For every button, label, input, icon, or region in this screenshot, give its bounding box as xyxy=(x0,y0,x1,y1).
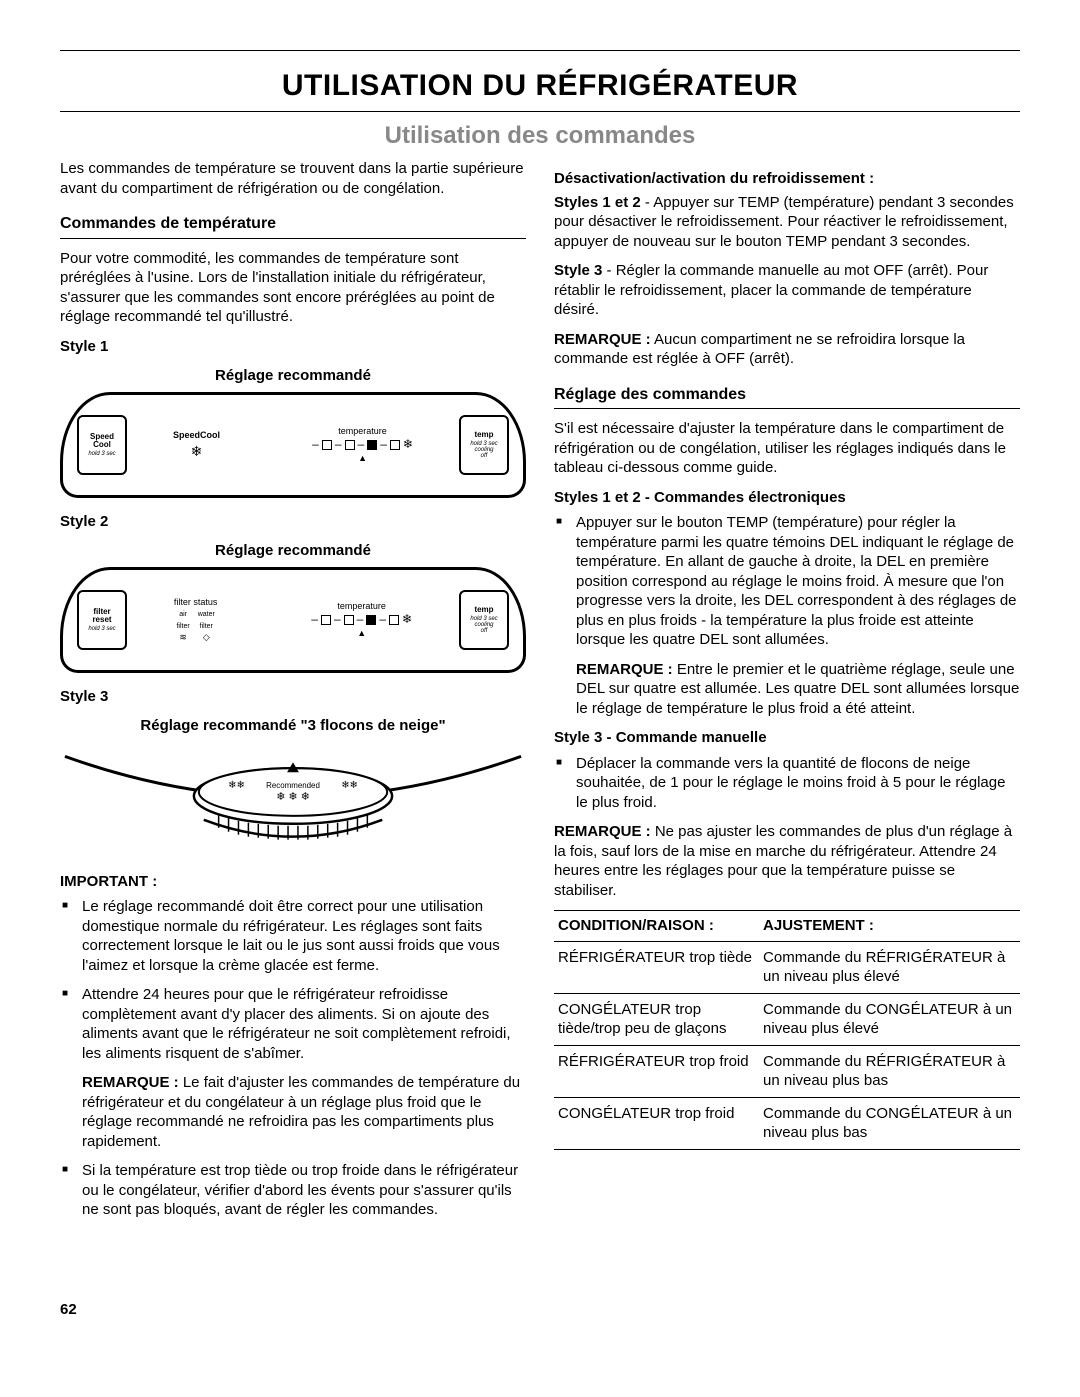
svg-text:❄❄: ❄❄ xyxy=(228,780,245,791)
arrow-icon: ▲ xyxy=(312,453,413,465)
table-row: CONGÉLATEUR trop tiède/trop peu de glaço… xyxy=(554,993,1020,1045)
deact-note-lead: REMARQUE : xyxy=(554,331,651,348)
panel1-mid: SpeedCool ❄ temperature ––––❄ ▲ xyxy=(127,426,459,465)
deact-p2: Style 3 - Régler la commande manuelle au… xyxy=(554,261,1020,320)
control-panel-style2: filter reset hold 3 sec filter status ai… xyxy=(60,567,526,673)
style1-caption: Réglage recommandé xyxy=(60,366,526,386)
temp-heading: Commandes de température xyxy=(60,208,526,239)
speedcool-indicator-label: SpeedCool xyxy=(173,430,220,442)
speedcool-label: Speed Cool xyxy=(90,433,114,449)
filter-status-label: filter status xyxy=(174,597,218,609)
manual-note-lead: REMARQUE : xyxy=(554,823,651,840)
deact-note: REMARQUE : Aucun compartiment ne se refr… xyxy=(554,330,1020,369)
temp2-indicator-label: temperature xyxy=(311,601,412,613)
table-cell: CONGÉLATEUR trop tiède/trop peu de glaço… xyxy=(554,993,759,1045)
style3-label: Style 3 xyxy=(60,687,526,707)
important-bullet-1: Le réglage recommandé doit être correct … xyxy=(82,897,526,975)
page-title: UTILISATION DU RÉFRIGÉRATEUR xyxy=(60,66,1020,105)
style3-caption: Réglage recommandé "3 flocons de neige" xyxy=(60,716,526,736)
table-cell: Commande du RÉFRIGÉRATEUR à un niveau pl… xyxy=(759,1045,1020,1097)
table-row: CONGÉLATEUR trop froidCommande du CONGÉL… xyxy=(554,1097,1020,1149)
style2-caption: Réglage recommandé xyxy=(60,541,526,561)
elec-bullet: Appuyer sur le bouton TEMP (température)… xyxy=(576,513,1020,718)
filter-reset-label: filter reset xyxy=(92,608,111,624)
manual-heading: Style 3 - Commande manuelle xyxy=(554,728,1020,748)
water-drop-icon: ◇ xyxy=(198,632,215,644)
intro-text: Les commandes de température se trouvent… xyxy=(60,159,526,198)
manual-bullets: Déplacer la commande vers la quantité de… xyxy=(554,754,1020,813)
page-number: 62 xyxy=(60,1300,1020,1320)
temp-btn-sub: hold 3 sec cooling off xyxy=(470,441,497,459)
snowflake-icon: ❄ xyxy=(173,442,220,460)
elec-bullets: Appuyer sur le bouton TEMP (température)… xyxy=(554,513,1020,718)
deact-p2-text: - Régler la commande manuelle au mot OFF… xyxy=(554,262,988,318)
deact-p1: Styles 1 et 2 - Appuyer sur TEMP (tempér… xyxy=(554,193,1020,252)
remarque-label: REMARQUE : xyxy=(82,1074,179,1091)
important-label: IMPORTANT : xyxy=(60,872,526,892)
svg-text:❄❄: ❄❄ xyxy=(341,780,358,791)
panel2-mid: filter status air filter≋ water filter◇ … xyxy=(127,597,459,644)
deact-heading: Désactivation/activation du refroidissem… xyxy=(554,169,1020,189)
control-panel-style1: Speed Cool hold 3 sec SpeedCool ❄ temper… xyxy=(60,392,526,498)
temp2-button: temp hold 3 sec cooling off xyxy=(459,590,509,650)
temp-btn-label: temp xyxy=(474,431,493,439)
air-filter-icon: ≋ xyxy=(176,632,189,644)
dial-figure: Recommended ❄ ❄ ❄ ❄❄ ❄❄ xyxy=(60,744,526,854)
temp-indicator-row: ––––❄ xyxy=(312,437,413,453)
water-filter-label: water filter xyxy=(198,611,215,630)
style1-label: Style 1 xyxy=(60,337,526,357)
temp2-btn-sub: hold 3 sec cooling off xyxy=(470,616,497,634)
left-column: Les commandes de température se trouvent… xyxy=(60,159,526,1230)
filter-reset-button: filter reset hold 3 sec xyxy=(77,590,127,650)
style2-label: Style 2 xyxy=(60,512,526,532)
reg-heading: Réglage des commandes xyxy=(554,379,1020,410)
filter-reset-sub: hold 3 sec xyxy=(88,626,115,632)
elec-note: REMARQUE : Entre le premier et le quatri… xyxy=(576,660,1020,719)
table-cell: RÉFRIGÉRATEUR trop froid xyxy=(554,1045,759,1097)
air-filter-label: air filter xyxy=(176,611,189,630)
temp-intro: Pour votre commodité, les commandes de t… xyxy=(60,249,526,327)
elec-note-lead: REMARQUE : xyxy=(576,661,673,678)
temp-button: temp hold 3 sec cooling off xyxy=(459,415,509,475)
elec-heading: Styles 1 et 2 - Commandes électroniques xyxy=(554,488,1020,508)
manual-bullet: Déplacer la commande vers la quantité de… xyxy=(576,754,1020,813)
important-bullet-2: Attendre 24 heures pour que le réfrigéra… xyxy=(82,985,526,1151)
table-cell: CONGÉLATEUR trop froid xyxy=(554,1097,759,1149)
adjustment-table: CONDITION/RAISON : AJUSTEMENT : RÉFRIGÉR… xyxy=(554,910,1020,1150)
table-row: RÉFRIGÉRATEUR trop tièdeCommande du RÉFR… xyxy=(554,941,1020,993)
temp2-indicator-row: ––––❄ xyxy=(311,612,412,628)
dial-recommended-label: Recommended xyxy=(266,781,320,790)
right-column: Désactivation/activation du refroidissem… xyxy=(554,159,1020,1230)
temp-indicator-label: temperature xyxy=(312,426,413,438)
elec-bullet-text: Appuyer sur le bouton TEMP (température)… xyxy=(576,514,1017,648)
table-header-condition: CONDITION/RAISON : xyxy=(554,911,759,942)
table-cell: Commande du CONGÉLATEUR à un niveau plus… xyxy=(759,993,1020,1045)
table-row: RÉFRIGÉRATEUR trop froidCommande du RÉFR… xyxy=(554,1045,1020,1097)
reg-intro: S'il est nécessaire d'ajuster la tempéra… xyxy=(554,419,1020,478)
table-cell: Commande du CONGÉLATEUR à un niveau plus… xyxy=(759,1097,1020,1149)
table-cell: RÉFRIGÉRATEUR trop tiède xyxy=(554,941,759,993)
svg-text:❄ ❄ ❄: ❄ ❄ ❄ xyxy=(276,791,309,803)
deact-p1-lead: Styles 1 et 2 xyxy=(554,194,641,211)
speedcool-sub: hold 3 sec xyxy=(88,451,115,457)
top-rule xyxy=(60,50,1020,51)
important-bullets: Le réglage recommandé doit être correct … xyxy=(60,897,526,1220)
important-bullet-3: Si la température est trop tiède ou trop… xyxy=(82,1161,526,1220)
two-column-layout: Les commandes de température se trouvent… xyxy=(60,159,1020,1230)
deact-p2-lead: Style 3 xyxy=(554,262,602,279)
important-remarque: REMARQUE : Le fait d'ajuster les command… xyxy=(82,1073,526,1151)
speedcool-button: Speed Cool hold 3 sec xyxy=(77,415,127,475)
temp2-btn-label: temp xyxy=(474,606,493,614)
table-header-adjustment: AJUSTEMENT : xyxy=(759,911,1020,942)
mid-rule xyxy=(60,111,1020,112)
subtitle: Utilisation des commandes xyxy=(60,120,1020,151)
important-bullet-2-text: Attendre 24 heures pour que le réfrigéra… xyxy=(82,986,511,1062)
arrow-icon-2: ▲ xyxy=(311,628,412,640)
manual-note: REMARQUE : Ne pas ajuster les commandes … xyxy=(554,822,1020,900)
table-cell: Commande du RÉFRIGÉRATEUR à un niveau pl… xyxy=(759,941,1020,993)
